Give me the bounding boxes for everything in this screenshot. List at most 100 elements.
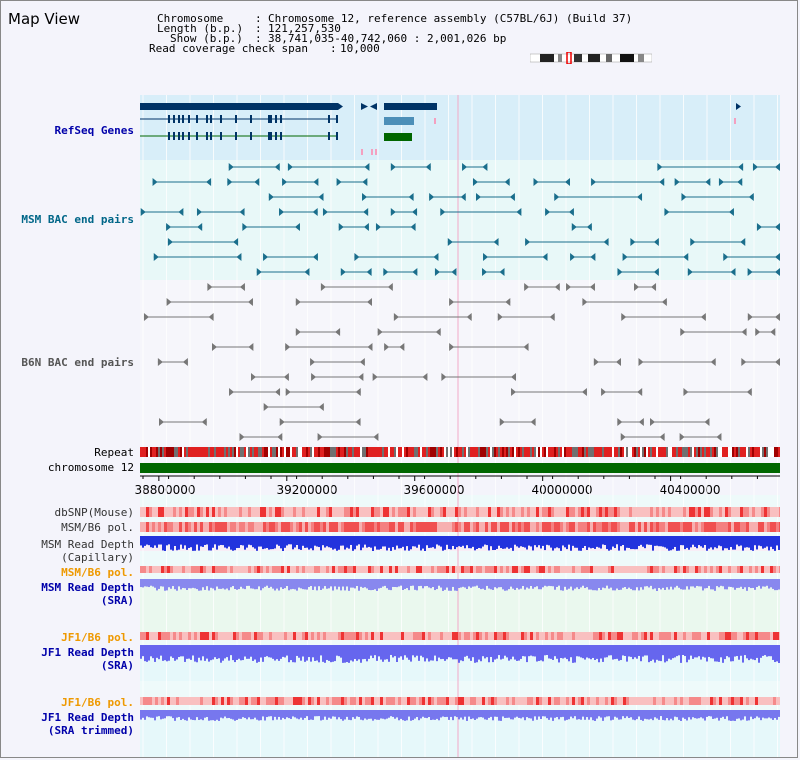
jf1-pol-cell (542, 632, 545, 640)
jf1-sra-depth-bar (478, 645, 480, 660)
track-label-jf1-b6-pol-2[interactable]: JF1/B6 pol. (61, 696, 134, 709)
track-label-jf1-b6-pol[interactable]: JF1/B6 pol. (61, 631, 134, 644)
msm-pol-cell (428, 522, 431, 532)
b6n-bac-end-mark (377, 328, 383, 336)
jf1-sra-depth-bar (592, 645, 594, 658)
track-label-dbsnp[interactable]: dbSNP(Mouse) (54, 506, 134, 519)
sra-depth-bg (140, 582, 780, 632)
dbsnp-cell (434, 507, 437, 517)
repeat-block (164, 447, 166, 457)
b6n-bac-end-mark (285, 343, 291, 351)
b6n-bac-end-mark (283, 373, 289, 381)
msm-sra-depth-bar (350, 579, 352, 588)
msm-capillary-depth-bar (708, 536, 710, 549)
msm-sra-depth-bar (670, 579, 672, 587)
track-label-refseq[interactable]: RefSeq Genes (54, 124, 134, 137)
msm-capillary-depth-bar (336, 536, 338, 551)
b6n-bac-end-mark (182, 358, 188, 366)
jf1-sra-depth-bar (170, 645, 172, 657)
msm-capillary-depth-bar (378, 536, 380, 550)
msm-pol-cell (275, 522, 278, 532)
track-label-jf1-depth-trimmed[interactable]: JF1 Read Depth (41, 711, 134, 724)
repeat-block (450, 447, 452, 457)
msm-pol-cell (218, 522, 221, 532)
msm-sra-depth-bar (658, 579, 660, 588)
jf1-pol-cell (329, 632, 332, 640)
msm-pol-cell (203, 522, 206, 532)
jf1-sra-depth-bar (628, 645, 630, 657)
jf1-pol-cell (170, 632, 173, 640)
jf1-pol-cell (659, 632, 662, 640)
chromosome-ideogram-icon[interactable] (530, 52, 652, 64)
track-label-msm-depth-capillary[interactable]: MSM Read Depth (41, 538, 134, 551)
jf1-pol2-cell (293, 697, 296, 705)
dbsnp-cell (701, 507, 704, 517)
jf1-sra-depth-bar (286, 645, 288, 656)
msm-sra-depth-bar (168, 579, 170, 588)
msm-pol-cell (779, 522, 780, 532)
msm-sra-depth-bar (542, 579, 544, 588)
jf1-pol-cell (149, 632, 152, 640)
repeat-block (618, 447, 620, 457)
jf1-trimmed-depth-bar (276, 710, 278, 720)
jf1-sra-depth-bar (494, 645, 496, 660)
repeat-block (696, 447, 698, 457)
b6n-bac-end-mark (651, 283, 657, 291)
track-label-msm-bac[interactable]: MSM BAC end pairs (21, 213, 134, 226)
track-label-msm-b6-pol-2[interactable]: MSM/B6 pol. (61, 566, 134, 579)
jf1-trimmed-depth-bar (384, 710, 386, 720)
jf1-pol-cell (365, 632, 368, 640)
jf1-trimmed-depth-bar (514, 710, 516, 718)
jf1-pol-cell (734, 632, 737, 640)
repeat-block (432, 447, 434, 457)
msm-sra-depth-bar (280, 579, 282, 588)
track-label-b6n-bac[interactable]: B6N BAC end pairs (21, 356, 134, 369)
msm-capillary-depth-bar (162, 536, 164, 551)
jf1-pol-cell (746, 632, 749, 640)
msm-pol2-cell (488, 566, 491, 573)
track-label-repeat[interactable]: Repeat (94, 446, 134, 459)
msm-bac-end-mark (723, 253, 729, 261)
jf1-trimmed-depth-bar (540, 710, 542, 719)
msm-pol-cell (701, 522, 704, 532)
msm-bac-end-mark (294, 223, 300, 231)
msm-pol-cell (326, 522, 329, 532)
jf1-sra-depth-bar (552, 645, 554, 660)
msm-pol-cell (497, 522, 500, 532)
jf1-pol-cell (320, 632, 323, 640)
repeat-block (626, 447, 628, 457)
jf1-pol-cell (518, 632, 521, 640)
msm-pol-cell (257, 522, 260, 532)
msm-pol-cell (293, 522, 296, 532)
jf1-sra-depth-bar (758, 645, 760, 663)
msm-capillary-depth-bar (702, 536, 704, 548)
genome-track-panel[interactable] (140, 95, 780, 758)
msm-pol2-cell (653, 566, 656, 573)
track-label-msm-depth-sra[interactable]: MSM Read Depth (41, 581, 134, 594)
msm-pol-cell (329, 522, 332, 532)
jf1-pol2-cell (746, 697, 749, 705)
msm-capillary-depth-bar (552, 536, 554, 551)
msm-pol2-cell (275, 566, 278, 573)
jf1-pol-cell (260, 632, 263, 640)
repeat-block (252, 447, 254, 457)
msm-sra-depth-bar (340, 579, 342, 591)
repeat-block (268, 447, 270, 457)
jf1-pol-cell (332, 632, 335, 640)
jf1-pol-cell (599, 632, 602, 640)
jf1-pol-cell (359, 632, 362, 640)
track-label-msm-b6-pol[interactable]: MSM/B6 pol. (61, 521, 134, 534)
jf1-pol-cell (566, 632, 569, 640)
msm-sra-depth-bar (702, 579, 704, 591)
repeat-block (546, 447, 548, 457)
jf1-pol-cell (230, 632, 233, 640)
jf1-trimmed-depth-bar (746, 710, 748, 721)
msm-sra-depth-bar (772, 579, 774, 589)
jf1-sra-depth-bar (750, 645, 752, 659)
msm-sra-depth-bar (450, 579, 452, 591)
jf1-trimmed-depth-bar (642, 710, 644, 721)
msm-sra-depth-bar (448, 579, 450, 591)
track-label-chromosome[interactable]: chromosome 12 (47, 461, 134, 474)
msm-sra-depth-bar (494, 579, 496, 588)
track-label-jf1-depth-sra[interactable]: JF1 Read Depth (41, 646, 134, 659)
